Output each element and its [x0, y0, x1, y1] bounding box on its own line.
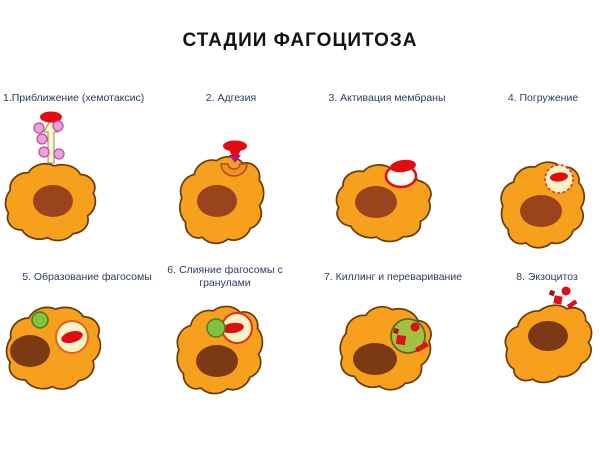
- stage-7-figure: [300, 292, 450, 430]
- stage-8-label: 8. Экзоцитоз: [516, 270, 578, 283]
- stage-4-drawing: [450, 108, 600, 254]
- stage-8: 8. Экзоцитоз: [450, 262, 600, 430]
- stage-4-figure: [450, 108, 600, 254]
- bacterium-icon: [40, 111, 62, 123]
- nucleus: [528, 321, 568, 351]
- stage-5-drawing: [0, 292, 150, 430]
- stage-6-drawing: [150, 292, 300, 430]
- stage-1-drawing: [0, 111, 150, 254]
- chemokine-particle-icon: [33, 122, 45, 134]
- stage-8-drawing: [450, 292, 600, 430]
- stage-6-label: 6. Слияние фагосомы с гранулами: [167, 264, 283, 289]
- stage-6-figure: [150, 292, 300, 430]
- page-title: СТАДИИ ФАГОЦИТОЗА: [182, 30, 418, 51]
- bacterium-icon: [390, 159, 416, 173]
- stage-3-label: 3. Активация мембраны: [328, 91, 446, 104]
- stage-7-label: 7. Киллинг и переваривание: [323, 270, 463, 283]
- stage-2-figure: [150, 108, 300, 254]
- nucleus: [33, 185, 73, 217]
- stage-7: 7. Киллинг и переваривание: [300, 262, 450, 430]
- expelled-debris-icon: [566, 299, 578, 309]
- bacterium-icon: [550, 172, 568, 182]
- bacteria-debris-icon: [410, 322, 420, 332]
- stage-6: 6. Слияние фагосомы с гранулами: [150, 262, 300, 430]
- granule-icon: [31, 311, 49, 329]
- stage-7-drawing: [300, 292, 450, 430]
- granule-icon: [206, 318, 226, 338]
- stage-2: 2. Адгезия: [150, 88, 300, 254]
- stage-5-label: 5. Образование фагосомы: [22, 270, 152, 283]
- stage-4-label: 4. Погружение: [507, 91, 579, 104]
- stage-3-drawing: [300, 108, 450, 254]
- nucleus: [355, 186, 397, 218]
- nucleus: [353, 343, 397, 375]
- expelled-debris-icon: [553, 295, 563, 305]
- chemokine-particle-icon: [36, 133, 48, 145]
- stage-8-figure: [450, 292, 600, 430]
- stage-2-drawing: [150, 108, 300, 254]
- receptor-icon: [229, 155, 241, 163]
- bacteria-debris-icon: [392, 327, 400, 335]
- bacteria-debris-icon: [415, 341, 429, 353]
- stage-5: 5. Образование фагосомы: [0, 262, 152, 430]
- expelled-debris-icon: [561, 286, 571, 296]
- bacterium-icon: [61, 330, 83, 344]
- stage-3: 3. Активация мембраны: [300, 88, 450, 254]
- chemokine-particle-icon: [38, 146, 50, 158]
- nucleus: [197, 185, 237, 217]
- stage-3-figure: [300, 108, 450, 254]
- nucleus: [10, 335, 50, 367]
- nucleus: [196, 345, 238, 377]
- membrane-cup-icon: [220, 163, 248, 177]
- nucleus: [520, 195, 562, 227]
- stages-grid: 1.Приближение (хемотаксис) 2. Адгезия: [0, 88, 600, 430]
- chemokine-particle-icon: [52, 120, 64, 132]
- stage-4: 4. Погружение: [450, 88, 600, 254]
- stage-1: 1.Приближение (хемотаксис): [0, 88, 150, 254]
- stage-5-figure: [0, 292, 150, 430]
- chemokine-particle-icon: [53, 148, 65, 160]
- bacterium-icon: [222, 322, 244, 334]
- stage-1-figure: [0, 108, 150, 254]
- bacterium-icon: [223, 140, 247, 152]
- stage-2-label: 2. Адгезия: [205, 91, 257, 104]
- expelled-debris-icon: [548, 289, 556, 297]
- bacteria-debris-icon: [395, 334, 407, 346]
- stage-1-label: 1.Приближение (хемотаксис): [3, 91, 145, 104]
